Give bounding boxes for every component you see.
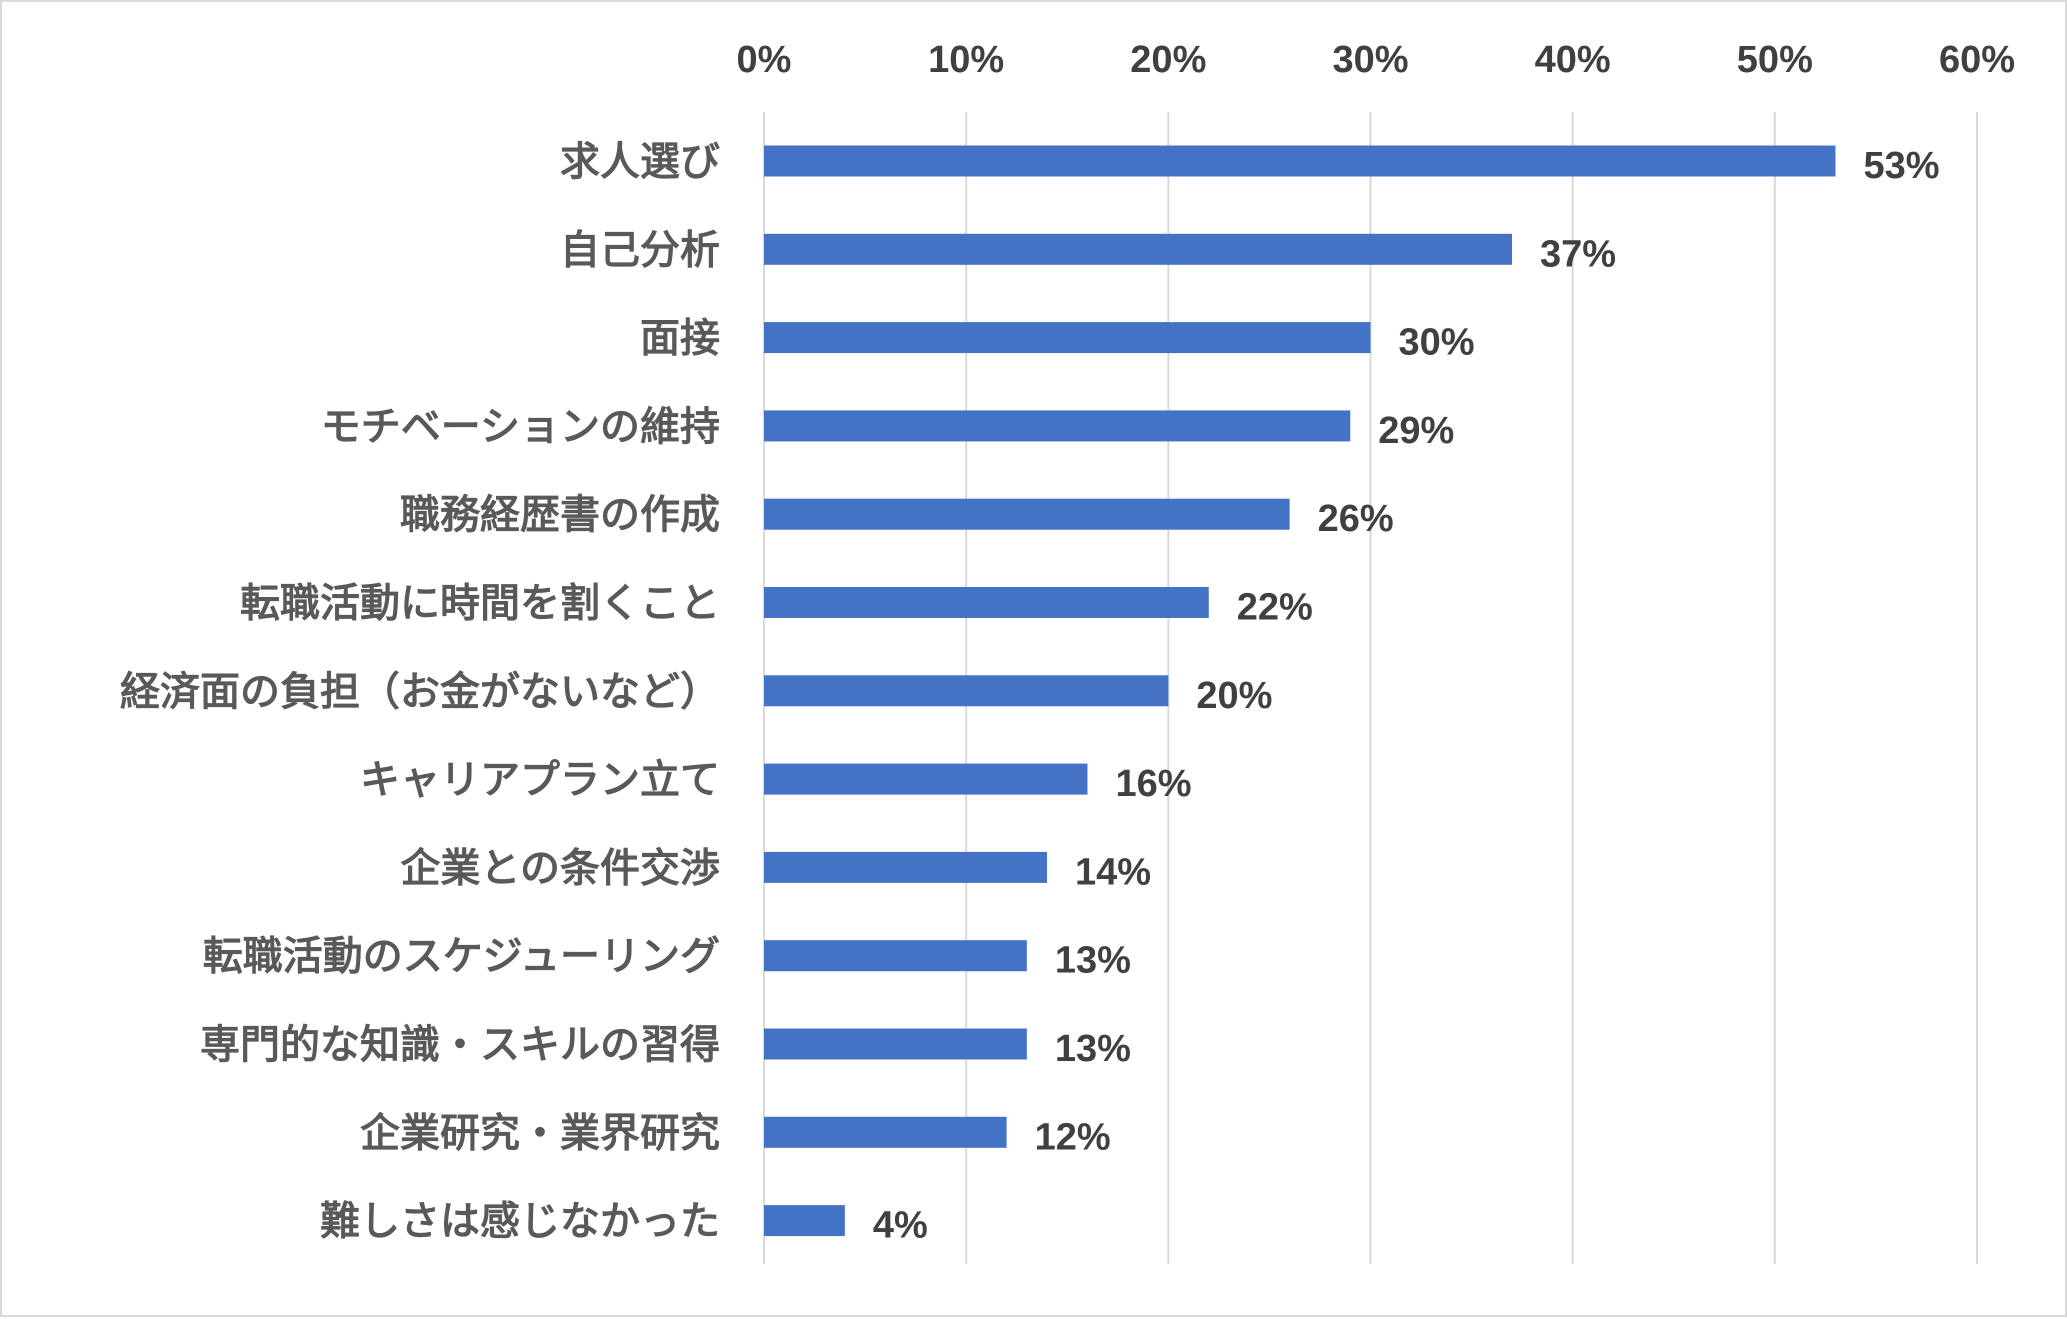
category-label: モチベーションの維持: [321, 405, 720, 449]
x-axis-ticks: 0% 10% 20% 30% 40% 50% 60%: [737, 39, 2015, 81]
data-label: 13%: [1055, 1028, 1131, 1070]
data-label: 12%: [1035, 1116, 1111, 1158]
data-label: 37%: [1540, 233, 1616, 275]
x-tick-label: 40%: [1535, 39, 1611, 81]
data-label: 4%: [873, 1205, 928, 1247]
x-tick-label: 50%: [1737, 39, 1813, 81]
data-label: 22%: [1237, 587, 1313, 629]
bar: [764, 233, 1513, 265]
category-label: 職務経歴書の作成: [400, 493, 720, 537]
bar: [764, 145, 1836, 177]
bar: [764, 1205, 845, 1237]
x-tick-label: 10%: [928, 39, 1004, 81]
category-label: 転職活動に時間を割くこと: [240, 582, 720, 626]
bars: [764, 145, 1836, 1237]
x-tick-label: 0%: [737, 39, 792, 81]
x-tick-label: 20%: [1130, 39, 1206, 81]
bar: [764, 322, 1371, 354]
category-label: 転職活動のスケジューリング: [203, 935, 720, 979]
data-label: 16%: [1115, 763, 1191, 805]
category-label: 専門的な知識・スキルの習得: [200, 1023, 720, 1067]
category-label: 企業研究・業界研究: [360, 1110, 720, 1155]
bar: [764, 1116, 1007, 1148]
bar: [764, 1028, 1027, 1060]
data-label: 29%: [1378, 410, 1454, 452]
data-label: 26%: [1318, 498, 1394, 540]
data-label: 14%: [1075, 851, 1151, 893]
category-label: キャリアプラン立て: [360, 758, 720, 802]
category-labels: 求人選び自己分析面接モチベーションの維持職務経歴書の作成転職活動に時間を割くこと…: [120, 140, 720, 1244]
data-label: 13%: [1055, 940, 1131, 982]
category-label: 企業との条件交渉: [400, 845, 720, 890]
data-labels: 53% 37% 30% 29% 26% 22% 20% 16% 14% 13% 13% 12% 4%: [873, 145, 1940, 1247]
data-label: 20%: [1196, 675, 1272, 717]
x-tick-label: 60%: [1939, 39, 2015, 81]
category-label: 面接: [640, 317, 720, 361]
bar: [764, 763, 1088, 795]
bar: [764, 675, 1169, 707]
category-label: 難しさは感じなかった: [320, 1200, 720, 1244]
x-tick-label: 30%: [1332, 39, 1408, 81]
bar: [764, 498, 1290, 530]
bar: [764, 410, 1351, 442]
category-label: 経済面の負担（お金がないなど）: [120, 669, 720, 714]
category-label: 自己分析: [560, 228, 720, 272]
bar: [764, 851, 1048, 883]
data-label: 30%: [1399, 322, 1475, 364]
data-label: 53%: [1863, 145, 1939, 187]
bar: [764, 587, 1209, 618]
category-label: 求人選び: [560, 140, 720, 184]
bar: [764, 940, 1027, 972]
